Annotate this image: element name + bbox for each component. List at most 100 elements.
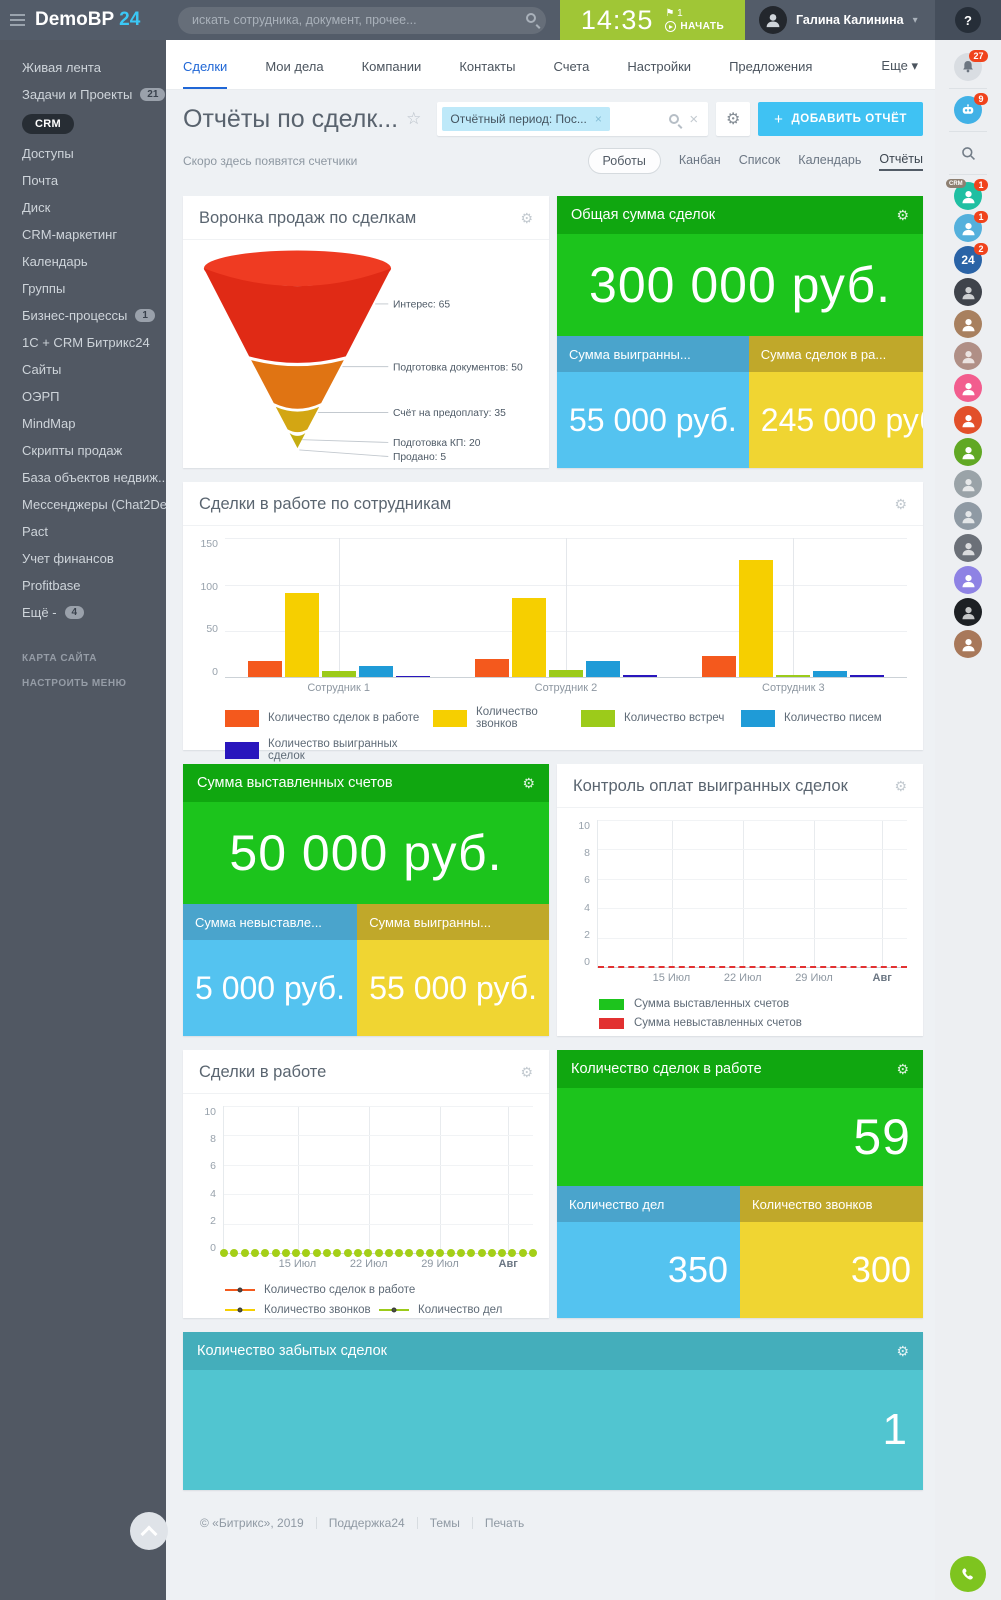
search-icon[interactable] xyxy=(954,139,982,167)
nav-tab[interactable]: Компании xyxy=(361,59,422,74)
user-photo-avatar[interactable] xyxy=(954,534,982,562)
user-avatar[interactable] xyxy=(954,406,982,434)
bar[interactable] xyxy=(247,661,282,677)
sidebar-item[interactable]: Живая лента xyxy=(0,54,166,81)
nav-tab[interactable]: Предложения xyxy=(729,59,813,74)
sidebar-item[interactable]: Скрипты продаж xyxy=(0,437,166,464)
widget-gear-icon[interactable]: ⚙ xyxy=(520,1064,533,1080)
data-point xyxy=(508,1249,517,1257)
user-photo-avatar[interactable] xyxy=(954,470,982,498)
sidebar-item[interactable]: Ещё - 4 xyxy=(0,599,166,626)
view-tab[interactable]: Список xyxy=(738,152,781,167)
nav-tab[interactable]: Сделки xyxy=(183,59,228,89)
filter-search-icon[interactable] xyxy=(669,114,680,124)
footer-link[interactable]: Поддержка24 xyxy=(328,1516,405,1530)
scroll-top-button[interactable] xyxy=(130,1512,168,1550)
sidebar-item[interactable]: CRM xyxy=(0,108,166,140)
help-button[interactable]: ? xyxy=(955,7,981,33)
sidebar-item[interactable]: Pact xyxy=(0,518,166,545)
user-avatar[interactable] xyxy=(954,374,982,402)
nav-tab[interactable]: Мои дела xyxy=(265,59,324,74)
filter-chip[interactable]: Отчётный период: Пос... × xyxy=(442,107,610,131)
view-tab[interactable]: Роботы xyxy=(587,148,661,174)
add-report-button[interactable]: + ДОБАВИТЬ ОТЧЁТ xyxy=(758,102,923,136)
view-tab[interactable]: Канбан xyxy=(678,152,721,167)
user-photo-avatar[interactable] xyxy=(954,598,982,626)
chip-close-icon[interactable]: × xyxy=(594,112,602,126)
footer-link[interactable]: Печать xyxy=(484,1516,525,1530)
bar[interactable] xyxy=(474,659,509,677)
sidebar-item[interactable]: Бизнес-процессы 1 xyxy=(0,302,166,329)
user-avatar[interactable]: 1 CRM xyxy=(946,179,988,210)
bar[interactable] xyxy=(358,665,393,677)
hamburger-menu-icon[interactable] xyxy=(10,14,25,26)
start-timer-button[interactable]: НАЧАТЬ xyxy=(665,21,724,32)
user-avatar[interactable] xyxy=(954,438,982,466)
sidebar-item[interactable]: 1С + CRM Битрикс24 xyxy=(0,329,166,356)
sidebar-item[interactable]: База объектов недвиж... xyxy=(0,464,166,491)
bar[interactable] xyxy=(548,670,583,677)
sidebar-item[interactable]: MindMap xyxy=(0,410,166,437)
bar[interactable] xyxy=(813,671,848,677)
notifications-bell-icon[interactable]: 27 xyxy=(954,50,988,81)
sidebar-item[interactable]: Доступы xyxy=(0,140,166,167)
filter-clear-icon[interactable]: × xyxy=(689,110,699,128)
bar[interactable] xyxy=(622,675,657,677)
sidebar-item[interactable]: Мессенджеры (Chat2De... xyxy=(0,491,166,518)
marta-bot-icon[interactable]: 9 xyxy=(954,93,988,124)
user-avatar[interactable] xyxy=(954,566,982,594)
bar[interactable] xyxy=(850,675,885,677)
bar[interactable] xyxy=(776,675,811,677)
sidebar-item[interactable]: Учет финансов xyxy=(0,545,166,572)
widget-gear-icon[interactable]: ⚙ xyxy=(894,496,907,512)
search-input[interactable] xyxy=(178,6,546,34)
sidebar-item[interactable]: Задачи и Проекты 21 xyxy=(0,81,166,108)
footer-link[interactable]: Темы xyxy=(429,1516,460,1530)
view-tab[interactable]: Календарь xyxy=(798,152,862,167)
widget-gear-icon[interactable]: ⚙ xyxy=(896,1342,909,1359)
user-photo-avatar[interactable] xyxy=(954,278,982,306)
favorite-star-icon[interactable]: ☆ xyxy=(406,109,422,128)
bar[interactable] xyxy=(585,661,620,677)
bar[interactable] xyxy=(739,560,774,677)
bar[interactable] xyxy=(321,671,356,677)
widget-gear-icon[interactable]: ⚙ xyxy=(522,774,535,791)
phone-call-button[interactable] xyxy=(950,1556,986,1592)
bitrix24-avatar[interactable]: 24 2 xyxy=(954,243,988,274)
bar[interactable] xyxy=(702,656,737,677)
sidebar-item[interactable]: Profitbase xyxy=(0,572,166,599)
user-avatar[interactable] xyxy=(954,310,982,338)
user-photo-avatar[interactable] xyxy=(954,342,982,370)
widget-gear-icon[interactable]: ⚙ xyxy=(520,210,533,226)
sidebar-item[interactable]: Сайты xyxy=(0,356,166,383)
sidebar-item[interactable]: Почта xyxy=(0,167,166,194)
view-tab[interactable]: Отчёты xyxy=(879,152,923,171)
widget-gear-icon[interactable]: ⚙ xyxy=(896,1060,909,1077)
search-icon[interactable] xyxy=(526,12,536,23)
nav-tab[interactable]: Контакты xyxy=(459,59,516,74)
sidebar-item[interactable]: Диск xyxy=(0,194,166,221)
sidebar-item[interactable]: Календарь xyxy=(0,248,166,275)
user-menu[interactable]: Галина Калинина ▾ xyxy=(745,0,935,40)
configure-menu-link[interactable]: НАСТРОИТЬ МЕНЮ xyxy=(22,678,127,689)
filter-input[interactable] xyxy=(609,112,670,126)
sitemap-link[interactable]: КАРТА САЙТА xyxy=(22,653,97,664)
report-settings-button[interactable]: ⚙ xyxy=(716,102,751,136)
bar[interactable] xyxy=(395,676,430,677)
user-photo-avatar[interactable] xyxy=(954,502,982,530)
widget-gear-icon[interactable]: ⚙ xyxy=(896,206,909,223)
sidebar-item[interactable]: CRM-маркетинг xyxy=(0,221,166,248)
nav-tab[interactable]: Еще ▾ xyxy=(881,58,918,73)
user-avatar[interactable] xyxy=(954,630,982,658)
nav-tab[interactable]: Настройки xyxy=(627,59,692,74)
bar[interactable] xyxy=(511,597,546,677)
filter-box[interactable]: Отчётный период: Пос... × × xyxy=(437,102,709,136)
bar[interactable] xyxy=(284,593,319,677)
sidebar-item[interactable]: ОЭРП xyxy=(0,383,166,410)
user-avatar[interactable]: 1 xyxy=(954,211,988,242)
widget-gear-icon[interactable]: ⚙ xyxy=(894,778,907,794)
time-tracker[interactable]: 14:35 ⚑ 1 НАЧАТЬ xyxy=(560,0,745,40)
nav-tab[interactable]: Счета xyxy=(553,59,590,74)
sidebar-item[interactable]: Группы xyxy=(0,275,166,302)
app-logo[interactable]: DemoBP 24 xyxy=(35,9,140,31)
